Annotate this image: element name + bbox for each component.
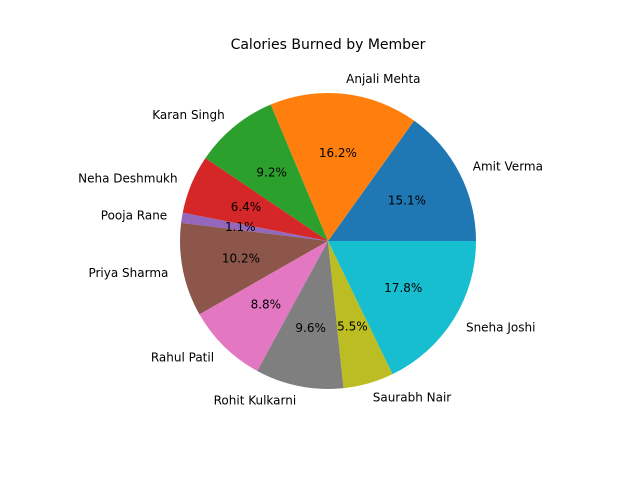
- pie-slice-karan-singh: [205, 104, 328, 241]
- pie-category-label: Sneha Joshi: [466, 320, 535, 334]
- pie-category-label: Saurabh Nair: [373, 391, 452, 405]
- pie-slice-rahul-patil: [199, 241, 328, 371]
- pie-category-label: Neha Deshmukh: [78, 172, 177, 186]
- pie-percent-label: 6.4%: [231, 200, 262, 214]
- chart-title: Calories Burned by Member: [231, 37, 426, 53]
- pie-percent-label: 5.5%: [337, 319, 368, 333]
- pie-slice-neha-deshmukh: [182, 158, 328, 241]
- pie-category-label: Rahul Patil: [151, 350, 214, 364]
- pie-percent-label: 9.2%: [256, 165, 287, 179]
- pie-percent-label: 8.8%: [251, 297, 282, 311]
- pie-percent-label: 9.6%: [295, 321, 326, 335]
- pie-slice-rohit-kulkarni: [257, 241, 344, 389]
- pie-percent-label: 17.8%: [384, 281, 422, 295]
- pie-category-label: Pooja Rane: [101, 209, 167, 223]
- pie-percent-label: 15.1%: [388, 193, 426, 207]
- pie-slice-pooja-rane: [181, 212, 328, 241]
- pie-category-label: Karan Singh: [152, 108, 225, 122]
- pie-category-label: Amit Verma: [473, 160, 543, 174]
- pie-percent-label: 16.2%: [319, 146, 357, 160]
- pie-slices: [180, 93, 476, 389]
- pie-category-label: Rohit Kulkarni: [214, 394, 297, 408]
- pie-slice-saurabh-nair: [328, 241, 393, 389]
- pie-percent-label: 10.2%: [222, 251, 260, 265]
- pie-slice-amit-verma: [328, 120, 476, 241]
- pie-labels: 15.1% Amit Verma 16.2% Anjali Mehta 9.2% Kara…: [78, 72, 543, 407]
- pie-slice-sneha-joshi: [328, 241, 476, 375]
- pie-category-label: Anjali Mehta: [346, 72, 420, 86]
- pie-category-label: Priya Sharma: [88, 266, 168, 280]
- pie-slice-priya-sharma: [180, 222, 328, 315]
- pie-slice-anjali-mehta: [270, 93, 415, 242]
- pie-percent-label: 1.1%: [225, 220, 256, 234]
